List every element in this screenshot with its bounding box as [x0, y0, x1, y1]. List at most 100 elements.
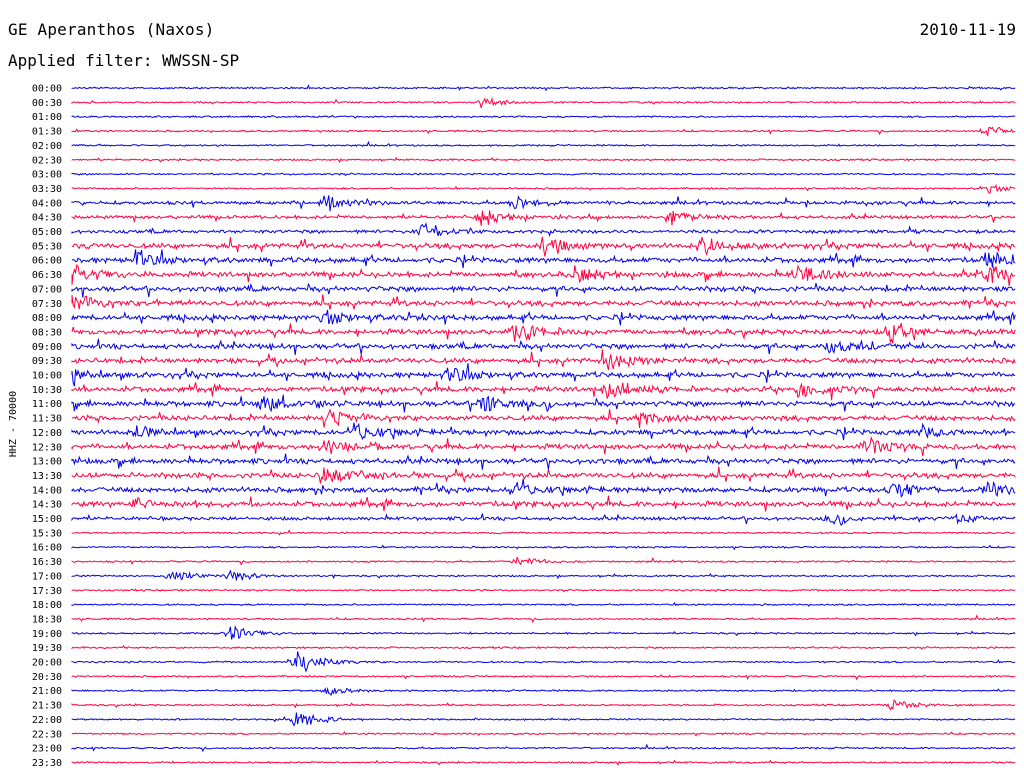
row-time-label: 08:30 [32, 327, 62, 338]
trace-row [71, 380, 1016, 401]
row-time-label: 23:00 [32, 744, 62, 755]
trace-row [71, 513, 1016, 527]
trace-row [71, 712, 1016, 727]
row-time-label: 12:30 [32, 442, 62, 453]
trace-row [71, 478, 1016, 498]
row-time-label: 03:30 [32, 184, 62, 195]
trace-row [71, 96, 1016, 109]
row-time-label: 14:30 [32, 500, 62, 511]
row-time-label: 07:00 [32, 284, 62, 295]
record-date: 2010-11-19 [919, 20, 1016, 39]
trace-row [71, 184, 1016, 194]
row-time-label: 12:00 [32, 428, 62, 439]
trace-row [71, 84, 1016, 92]
filter-label: Applied filter: WWSSN-SP [8, 51, 240, 70]
row-time-label: 20:30 [32, 672, 62, 683]
trace-row [71, 495, 1016, 512]
trace-row [71, 114, 1016, 119]
row-time-label: 19:30 [32, 643, 62, 654]
trace-row [71, 408, 1016, 429]
trace-row [71, 466, 1016, 484]
row-time-label: 10:00 [32, 371, 62, 382]
trace-row [71, 349, 1016, 371]
trace-row [71, 436, 1016, 457]
trace-row [71, 236, 1016, 257]
row-time-label: 08:00 [32, 313, 62, 324]
row-time-label: 11:00 [32, 399, 62, 410]
trace-row [71, 363, 1016, 387]
row-time-label: 16:30 [32, 557, 62, 568]
trace-row [71, 651, 1016, 673]
trace-row [71, 759, 1016, 766]
trace-row [71, 126, 1016, 137]
trace-row [71, 644, 1016, 650]
row-time-label: 14:00 [32, 485, 62, 496]
row-time-label: 17:00 [32, 571, 62, 582]
trace-row [71, 249, 1016, 268]
row-time-label: 02:00 [32, 141, 62, 152]
trace-row [71, 309, 1016, 326]
row-time-label: 06:30 [32, 270, 62, 281]
row-time-label: 20:00 [32, 658, 62, 669]
trace-row [71, 453, 1016, 470]
trace-row [71, 569, 1016, 581]
trace-row [71, 195, 1016, 212]
row-time-label: 16:00 [32, 543, 62, 554]
row-time-label: 01:00 [32, 112, 62, 123]
trace-row [71, 282, 1016, 298]
trace-row [71, 544, 1016, 551]
row-time-label: 18:30 [32, 614, 62, 625]
trace-lines [71, 84, 1016, 766]
station-title: GE Aperanthos (Naxos) [8, 20, 215, 39]
row-time-label: 04:00 [32, 198, 62, 209]
row-time-label: 21:00 [32, 686, 62, 697]
row-time-label: 03:00 [32, 170, 62, 181]
y-axis-label: HHZ - 70000 [8, 391, 19, 457]
trace-row [71, 529, 1016, 536]
row-time-label: 17:30 [32, 586, 62, 597]
row-time-label: 01:30 [32, 127, 62, 138]
trace-row [71, 673, 1016, 681]
row-time-label: 04:30 [32, 213, 62, 224]
row-time-label: 22:30 [32, 729, 62, 740]
row-time-label: 09:30 [32, 356, 62, 367]
trace-row [71, 222, 1016, 237]
trace-row [71, 263, 1016, 286]
trace-row [71, 294, 1016, 310]
trace-row [71, 338, 1016, 355]
trace-row [71, 730, 1016, 737]
trace-row [71, 614, 1016, 624]
row-time-label: 10:30 [32, 385, 62, 396]
row-time-label: 15:30 [32, 528, 62, 539]
row-time-label: 07:30 [32, 299, 62, 310]
trace-row [71, 687, 1016, 696]
row-time-label: 22:00 [32, 715, 62, 726]
row-time-label: 11:30 [32, 414, 62, 425]
row-time-label: 13:30 [32, 471, 62, 482]
row-time-label: 05:00 [32, 227, 62, 238]
row-time-label: 21:30 [32, 701, 62, 712]
row-time-label: 00:30 [32, 98, 62, 109]
row-time-label: 13:00 [32, 457, 62, 468]
row-time-label: 02:30 [32, 155, 62, 166]
trace-row [71, 625, 1016, 640]
trace-row [71, 322, 1016, 344]
row-time-label: 05:30 [32, 241, 62, 252]
row-time-label: 18:00 [32, 600, 62, 611]
row-time-label: 19:00 [32, 629, 62, 640]
row-time-label: 09:00 [32, 342, 62, 353]
trace-row [71, 556, 1016, 566]
row-time-label: 15:00 [32, 514, 62, 525]
trace-row [71, 422, 1016, 441]
trace-row [71, 210, 1016, 226]
trace-row [71, 743, 1016, 753]
row-time-label: 06:00 [32, 256, 62, 267]
row-time-label: 00:00 [32, 84, 62, 95]
trace-row [71, 601, 1016, 607]
trace-row [71, 394, 1016, 413]
time-tick-labels: 00:00 00:30 01:00 01:30 02:00 02:30 03:00 03:30… [32, 84, 62, 769]
trace-row [71, 172, 1016, 177]
trace-row [71, 140, 1016, 148]
row-time-label: 23:30 [32, 758, 62, 769]
